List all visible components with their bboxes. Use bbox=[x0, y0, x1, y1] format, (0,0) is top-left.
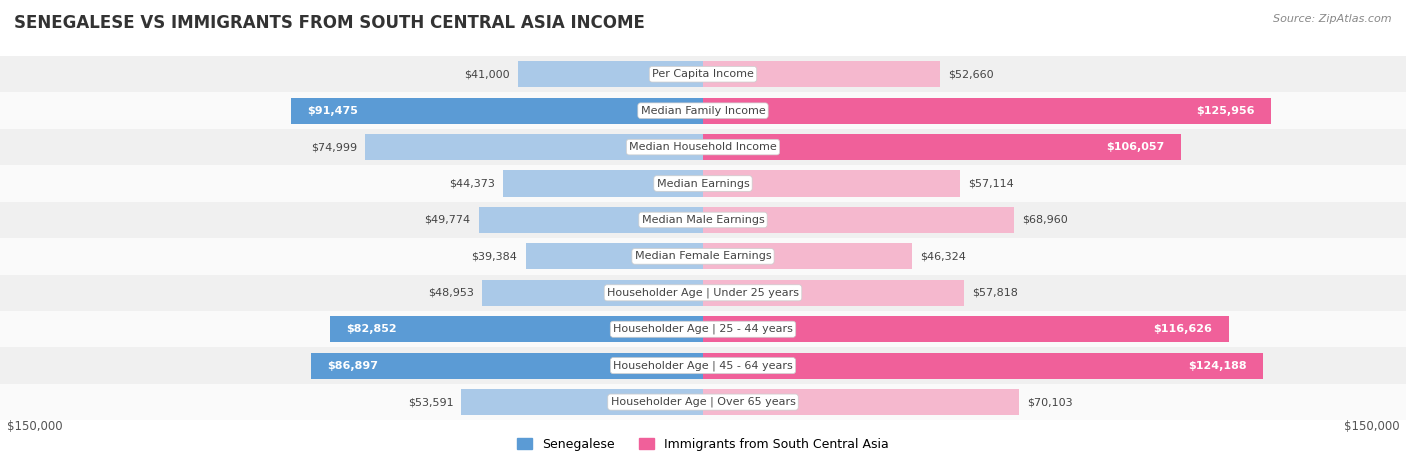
Bar bbox=[0, 165, 1406, 202]
Text: $41,000: $41,000 bbox=[464, 69, 510, 79]
Bar bbox=[703, 134, 1181, 160]
Bar bbox=[503, 170, 703, 197]
Bar bbox=[703, 353, 1263, 379]
Bar bbox=[703, 243, 911, 269]
Bar bbox=[0, 202, 1406, 238]
Text: Median Family Income: Median Family Income bbox=[641, 106, 765, 116]
Text: $53,591: $53,591 bbox=[408, 397, 453, 407]
Text: $39,384: $39,384 bbox=[471, 251, 517, 262]
Text: $57,114: $57,114 bbox=[969, 178, 1014, 189]
Bar bbox=[526, 243, 703, 269]
Text: $86,897: $86,897 bbox=[328, 361, 378, 371]
Text: $68,960: $68,960 bbox=[1022, 215, 1067, 225]
Bar bbox=[461, 389, 703, 415]
Bar bbox=[703, 170, 960, 197]
Text: $150,000: $150,000 bbox=[1344, 420, 1399, 433]
Bar bbox=[703, 280, 963, 306]
Text: Median Earnings: Median Earnings bbox=[657, 178, 749, 189]
Text: $48,953: $48,953 bbox=[429, 288, 474, 298]
Bar bbox=[291, 98, 703, 124]
Text: Median Household Income: Median Household Income bbox=[628, 142, 778, 152]
Bar bbox=[0, 238, 1406, 275]
Bar bbox=[519, 61, 703, 87]
Text: $70,103: $70,103 bbox=[1026, 397, 1073, 407]
Bar bbox=[478, 207, 703, 233]
Bar bbox=[703, 316, 1229, 342]
Text: $150,000: $150,000 bbox=[7, 420, 62, 433]
Text: Source: ZipAtlas.com: Source: ZipAtlas.com bbox=[1274, 14, 1392, 24]
Text: Householder Age | 45 - 64 years: Householder Age | 45 - 64 years bbox=[613, 361, 793, 371]
Legend: Senegalese, Immigrants from South Central Asia: Senegalese, Immigrants from South Centra… bbox=[512, 433, 894, 456]
Text: $125,956: $125,956 bbox=[1197, 106, 1254, 116]
Bar bbox=[0, 129, 1406, 165]
Bar bbox=[0, 384, 1406, 420]
Text: $46,324: $46,324 bbox=[920, 251, 966, 262]
Text: $44,373: $44,373 bbox=[449, 178, 495, 189]
Text: SENEGALESE VS IMMIGRANTS FROM SOUTH CENTRAL ASIA INCOME: SENEGALESE VS IMMIGRANTS FROM SOUTH CENT… bbox=[14, 14, 645, 32]
Text: $124,188: $124,188 bbox=[1188, 361, 1246, 371]
Bar bbox=[0, 275, 1406, 311]
Bar bbox=[0, 92, 1406, 129]
Text: Median Male Earnings: Median Male Earnings bbox=[641, 215, 765, 225]
Text: $116,626: $116,626 bbox=[1153, 324, 1212, 334]
Bar bbox=[0, 347, 1406, 384]
Bar bbox=[366, 134, 703, 160]
Text: Householder Age | Under 25 years: Householder Age | Under 25 years bbox=[607, 288, 799, 298]
Text: $74,999: $74,999 bbox=[311, 142, 357, 152]
Text: $82,852: $82,852 bbox=[346, 324, 396, 334]
Text: $106,057: $106,057 bbox=[1107, 142, 1164, 152]
Text: Per Capita Income: Per Capita Income bbox=[652, 69, 754, 79]
Text: Householder Age | Over 65 years: Householder Age | Over 65 years bbox=[610, 397, 796, 407]
Text: Median Female Earnings: Median Female Earnings bbox=[634, 251, 772, 262]
Text: $52,660: $52,660 bbox=[949, 69, 994, 79]
Bar bbox=[311, 353, 703, 379]
Bar bbox=[703, 98, 1271, 124]
Bar bbox=[482, 280, 703, 306]
Text: Householder Age | 25 - 44 years: Householder Age | 25 - 44 years bbox=[613, 324, 793, 334]
Text: $91,475: $91,475 bbox=[307, 106, 359, 116]
Bar bbox=[329, 316, 703, 342]
Bar bbox=[703, 207, 1014, 233]
Text: $49,774: $49,774 bbox=[425, 215, 471, 225]
Bar bbox=[0, 311, 1406, 347]
Text: $57,818: $57,818 bbox=[972, 288, 1018, 298]
Bar bbox=[0, 56, 1406, 92]
Bar bbox=[703, 389, 1019, 415]
Bar bbox=[703, 61, 941, 87]
